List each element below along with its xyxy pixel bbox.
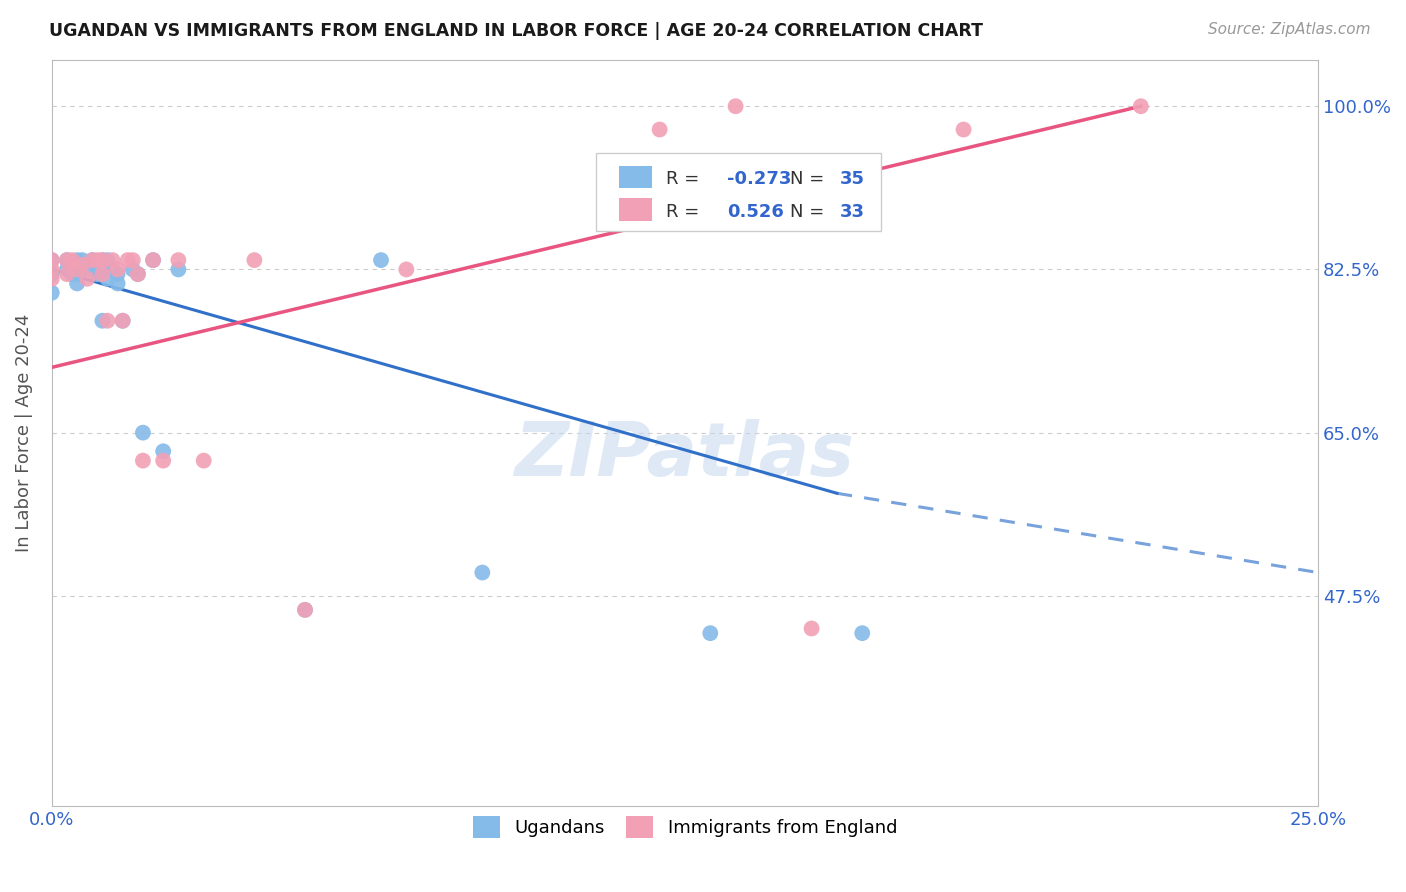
Point (132, 453, 155, 467)
Text: -0.273: -0.273 (727, 170, 792, 188)
Point (91, 314, 114, 328)
Text: 33: 33 (839, 202, 865, 221)
FancyBboxPatch shape (619, 198, 652, 221)
Point (96, 314, 118, 328)
Point (82, 253, 104, 268)
Point (370, 253, 392, 268)
Text: 0.526: 0.526 (727, 202, 783, 221)
Y-axis label: In Labor Force | Age 20-24: In Labor Force | Age 20-24 (15, 313, 32, 552)
Point (800, 622, 823, 636)
Point (76, 262, 98, 277)
Point (648, 122, 671, 136)
Point (96, 272, 118, 286)
Point (56, 262, 79, 277)
Point (107, 267, 129, 281)
Point (66, 277, 89, 291)
Text: Source: ZipAtlas.com: Source: ZipAtlas.com (1208, 22, 1371, 37)
Point (70, 253, 93, 268)
FancyBboxPatch shape (596, 153, 882, 231)
Point (952, 122, 974, 136)
Point (41, 267, 63, 281)
Point (127, 267, 149, 281)
Point (41, 253, 63, 268)
Point (107, 262, 129, 277)
Point (471, 566, 494, 580)
Point (66, 262, 89, 277)
Point (851, 626, 873, 640)
Point (96, 253, 118, 268)
Point (111, 314, 134, 328)
Point (121, 262, 143, 277)
Point (167, 262, 190, 277)
Point (86, 267, 108, 281)
Point (294, 603, 316, 617)
Point (724, 99, 747, 113)
Point (41, 262, 63, 277)
Text: R =: R = (666, 202, 710, 221)
Point (127, 267, 149, 281)
Point (111, 314, 134, 328)
Point (66, 267, 89, 281)
Point (56, 267, 79, 281)
Point (41, 253, 63, 268)
Text: 35: 35 (839, 170, 865, 188)
Point (294, 603, 316, 617)
FancyBboxPatch shape (619, 166, 652, 188)
Point (699, 626, 721, 640)
Text: UGANDAN VS IMMIGRANTS FROM ENGLAND IN LABOR FORCE | AGE 20-24 CORRELATION CHART: UGANDAN VS IMMIGRANTS FROM ENGLAND IN LA… (49, 22, 983, 40)
Point (101, 253, 124, 268)
Point (91, 262, 114, 277)
Point (56, 253, 79, 268)
Point (86, 253, 108, 268)
Point (243, 253, 266, 268)
Point (70, 258, 93, 272)
Text: N =: N = (790, 202, 830, 221)
Point (56, 253, 79, 268)
Point (193, 453, 215, 467)
Point (82, 253, 104, 268)
Legend: Ugandans, Immigrants from England: Ugandans, Immigrants from England (465, 809, 904, 846)
Point (107, 277, 129, 291)
Point (142, 253, 165, 268)
Point (142, 253, 165, 268)
Point (41, 272, 63, 286)
Point (1129, 99, 1152, 113)
Point (86, 262, 108, 277)
Point (41, 285, 63, 300)
Point (60, 253, 83, 268)
Point (132, 425, 155, 440)
Point (117, 253, 139, 268)
Point (76, 272, 98, 286)
Text: N =: N = (790, 170, 830, 188)
Point (121, 253, 143, 268)
Point (66, 253, 89, 268)
Point (152, 453, 174, 467)
Point (60, 267, 83, 281)
Point (91, 253, 114, 268)
Point (91, 267, 114, 281)
Text: R =: R = (666, 170, 704, 188)
Point (66, 262, 89, 277)
Point (101, 262, 124, 277)
Point (91, 253, 114, 268)
Point (395, 262, 418, 277)
Point (167, 253, 190, 268)
Point (152, 444, 174, 458)
Text: ZIPatlas: ZIPatlas (515, 418, 855, 491)
